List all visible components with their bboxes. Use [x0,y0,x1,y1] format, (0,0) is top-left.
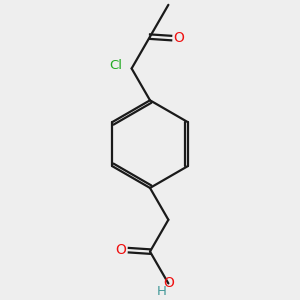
Text: O: O [163,276,174,290]
Text: O: O [116,243,126,257]
Text: H: H [156,285,166,298]
Text: Cl: Cl [110,59,123,72]
Text: O: O [174,31,184,45]
